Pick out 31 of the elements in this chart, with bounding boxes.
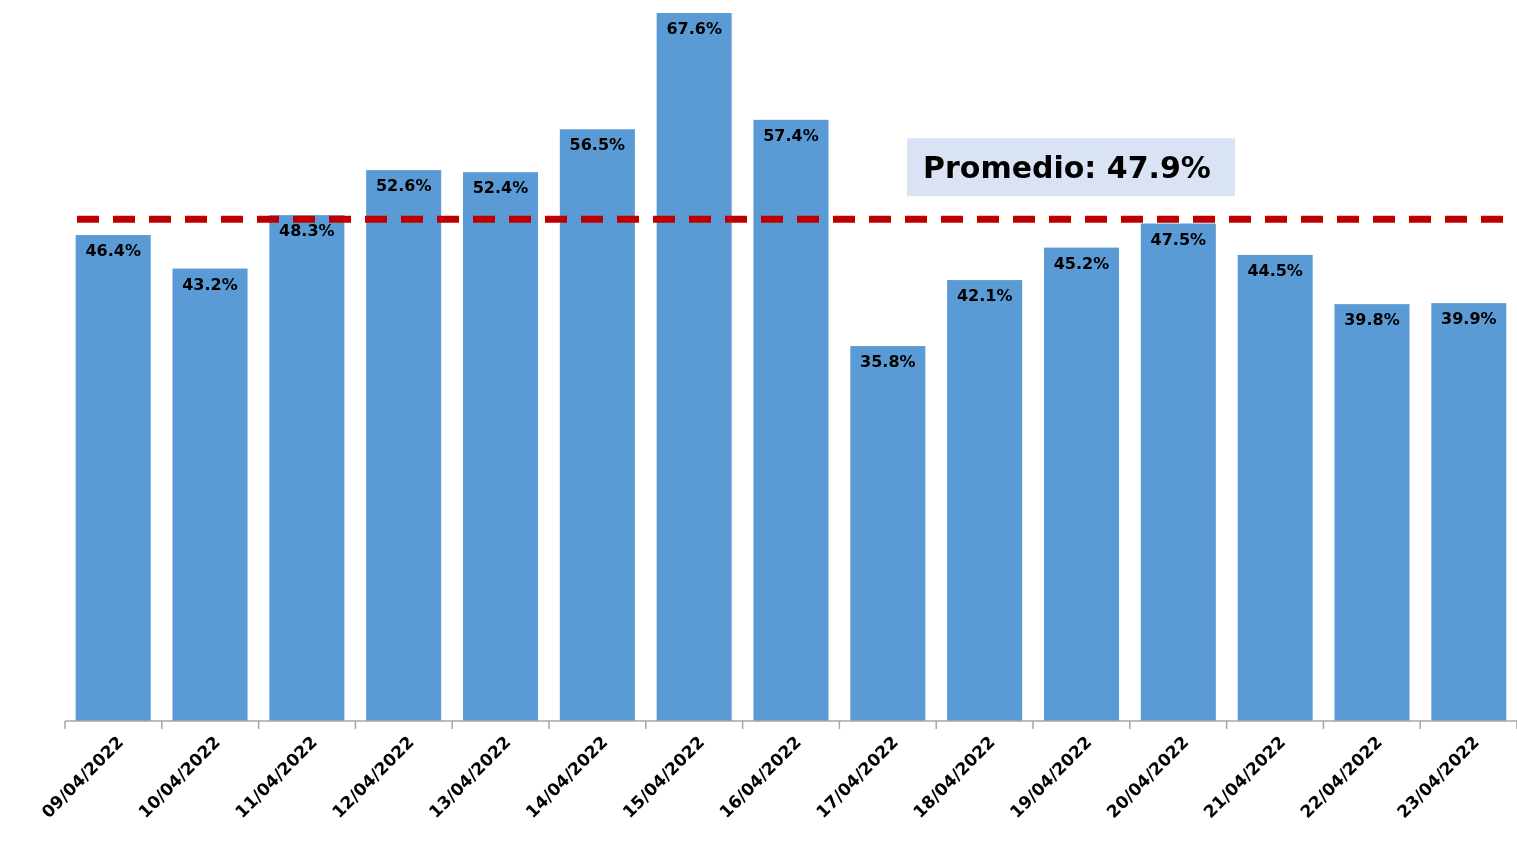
bar [75,235,151,721]
data-label: 39.9% [1441,309,1497,329]
data-label: 56.5% [569,135,626,155]
data-label: 39.8% [1344,310,1400,330]
bar [656,13,732,721]
bar [1043,247,1120,721]
bar [1334,304,1410,721]
data-label: 35.8% [860,352,916,372]
bar [1431,303,1507,721]
data-label: 52.4% [472,178,529,198]
bar [1140,223,1216,721]
ref-line-label: Promedio: 47.9% [923,150,1211,186]
data-label: 43.2% [182,274,238,294]
bar [1237,254,1313,721]
bar [462,172,539,721]
data-label: 67.6% [666,19,722,38]
bar [850,346,926,721]
bar [172,268,248,721]
bar [559,129,635,721]
data-label: 45.2% [1053,253,1110,273]
data-label: 52.6% [375,176,432,196]
data-label: 57.4% [763,125,819,145]
data-label: 42.1% [956,286,1013,306]
bar [366,170,442,721]
bar [269,215,345,721]
data-label: 44.5% [1247,260,1303,280]
bar [947,280,1023,721]
data-label: 46.4% [85,241,141,261]
data-label: 47.5% [1150,229,1207,249]
data-label: 48.3% [279,221,335,241]
bar [753,119,829,721]
